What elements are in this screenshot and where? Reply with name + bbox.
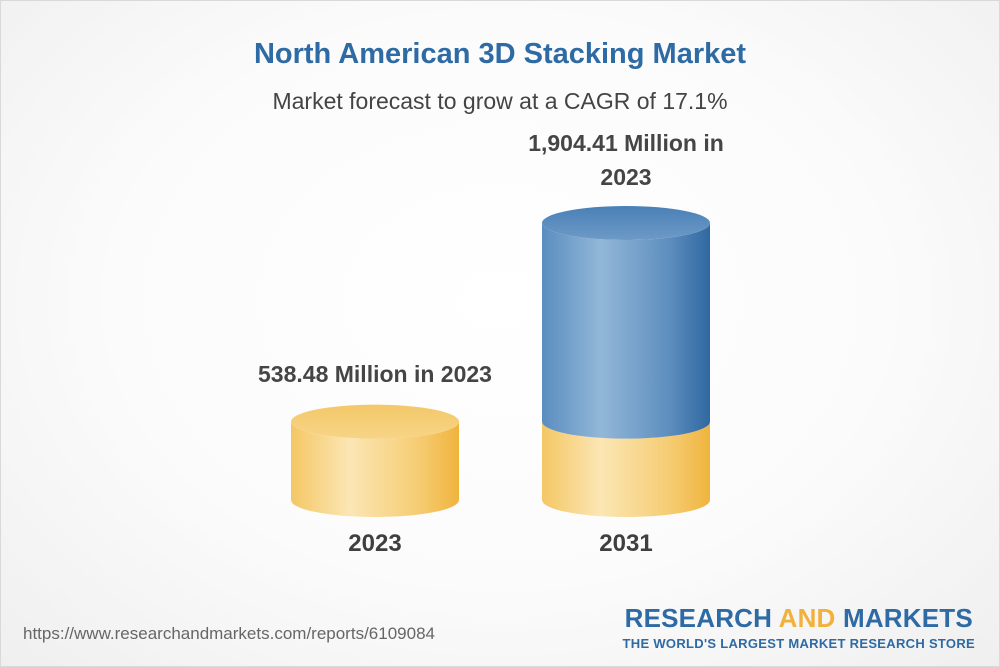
brand-name-part: RESEARCH bbox=[624, 603, 779, 633]
chart-subtitle: Market forecast to grow at a CAGR of 17.… bbox=[272, 88, 728, 114]
x-tick-label-2023: 2023 bbox=[348, 530, 402, 557]
source-url[interactable]: https://www.researchandmarkets.com/repor… bbox=[23, 624, 435, 643]
brand-logo: RESEARCH AND MARKETS THE WORLD'S LARGEST… bbox=[623, 604, 975, 651]
bar-top-cap-2031 bbox=[542, 206, 710, 240]
bar-base-segment-2023 bbox=[291, 421, 459, 517]
value-label-2031: 1,904.41 Million in 2023 bbox=[528, 130, 724, 190]
value-label-2023: 538.48 Million in 2023 bbox=[258, 360, 492, 387]
x-tick-label-2031: 2031 bbox=[599, 530, 653, 557]
bar-top-cap-2023 bbox=[291, 404, 459, 439]
brand-name-part: MARKETS bbox=[835, 603, 973, 633]
bar-base-segment-2031 bbox=[542, 421, 710, 517]
chart-title: North American 3D Stacking Market bbox=[253, 38, 747, 70]
bar-growth-segment-2031 bbox=[542, 223, 710, 439]
brand-tagline: THE WORLD'S LARGEST MARKET RESEARCH STOR… bbox=[622, 636, 975, 651]
brand-name-accent: AND bbox=[778, 603, 836, 633]
